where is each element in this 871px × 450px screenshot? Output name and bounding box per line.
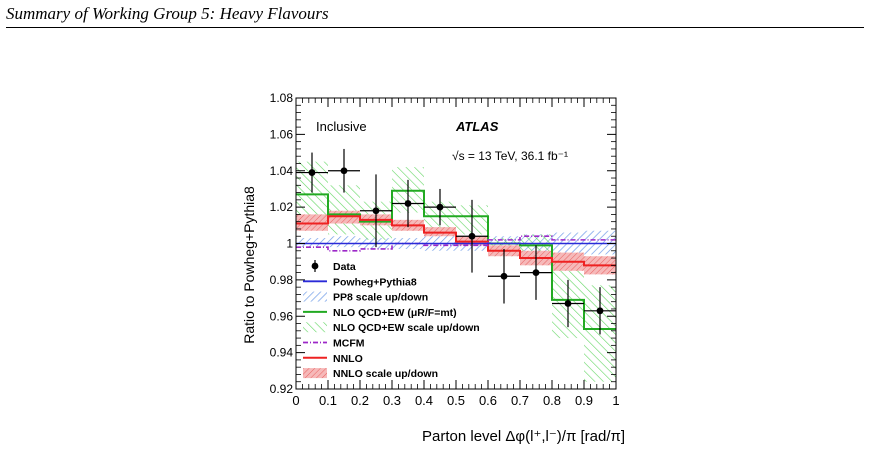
axes: 0 0.1 0.2 0.3 0.4 0.5 0.6 0.7 0.8 0.9 1 0.92 0.94 0.9… [270,91,620,408]
data-point-9 [596,307,604,315]
page-header: Summary of Working Group 5: Heavy Flavou… [6,4,329,23]
x-tick-label: 0.2 [351,393,369,408]
data-point-0 [308,169,316,176]
legend-symbol-nlo-band [303,322,327,333]
x-tick-label: 1 [612,393,619,408]
x-tick-label: 0.8 [543,393,561,408]
x-axis-label: Parton level Δφ(l⁺,l⁻)/π [rad/π] [422,428,625,445]
legend-entry: Powheg+Pythia8 [303,276,417,288]
data-point-6 [500,272,508,280]
pp8-band-bin-1 [328,236,360,248]
data-point-5 [468,232,476,240]
y-tick-label: 1.06 [270,127,294,141]
y-axis-label: Ratio to Powheg+Pythia8 [241,186,257,344]
y-tick-label: 1 [286,237,293,251]
y-tick-label: 0.96 [270,309,294,323]
legend-label: NLO QCD+EW scale up/down [333,322,480,334]
data-point-2 [372,207,380,215]
data-point-3 [404,200,412,207]
legend: Data Powheg+Pythia8 PP8 scale up/down NLO Q… [303,260,480,380]
legend-label: MCFM [333,338,365,350]
data-point-1 [340,167,348,175]
legend-symbol-nnlo-band [303,368,327,379]
header-rule [6,27,864,28]
x-tick-label: 0.4 [415,393,433,408]
data-point-8 [564,300,572,307]
x-tick-label: 0.7 [511,393,529,408]
x-tick-label: 0.1 [319,393,337,408]
legend-label: NNLO [333,353,363,365]
nnlo-line [296,215,616,267]
legend-entry: NLO QCD+EW (μR/F=mt) [303,307,457,319]
atlas-ratio-chart: 0 0.1 0.2 0.3 0.4 0.5 0.6 0.7 0.8 0.9 1 0.92 0.94 0.9… [241,91,625,445]
y-tick-label: 0.92 [270,382,294,396]
mcfm-line [296,235,616,252]
data-point-7 [532,269,540,276]
legend-entry: Data [311,260,356,273]
annotation-atlas: ATLAS [455,119,499,134]
pp8-band-bin-0 [296,238,328,248]
legend-label: Data [333,261,356,273]
y-tick-label: 0.94 [270,346,294,360]
legend-label: NNLO scale up/down [333,368,438,380]
data-point-4 [436,203,444,211]
y-tick-label: 0.98 [270,273,294,287]
legend-label: PP8 scale up/down [333,292,428,304]
legend-entry: NNLO [303,353,363,365]
legend-symbol-pp8-band [303,291,327,302]
legend-entry: NNLO scale up/down [303,368,438,380]
x-tick-label: 0.3 [383,393,401,408]
y-tick-label: 1.04 [270,164,294,178]
x-tick-label: 0.5 [447,393,465,408]
legend-entry: PP8 scale up/down [303,291,428,304]
legend-label: NLO QCD+EW (μR/F=mt) [333,307,457,319]
x-tick-label: 0 [292,393,299,408]
legend-entry: MCFM [303,338,365,350]
y-tick-label: 1.02 [270,200,294,214]
legend-label: Powheg+Pythia8 [333,276,417,288]
pp8-band-bin-8 [552,232,584,253]
pp8-band-bin-9 [584,230,616,255]
nlo-line [296,189,616,330]
data-points [296,148,616,335]
legend-entry: NLO QCD+EW scale up/down [303,322,480,334]
annotation-inclusive: Inclusive [316,119,367,134]
prediction-lines [296,189,616,330]
nlo-band-bin-1 [328,185,360,235]
x-tick-label: 0.6 [479,393,497,408]
annotation-energy: √s = 13 TeV, 36.1 fb⁻¹ [452,149,568,163]
x-tick-label: 0.9 [575,393,593,408]
y-tick-label: 1.08 [270,91,294,105]
